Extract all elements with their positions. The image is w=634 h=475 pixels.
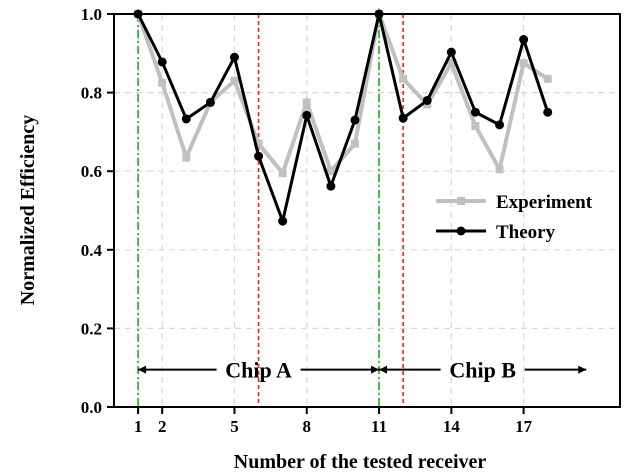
y-tick-label: 0.0 (81, 398, 102, 417)
experiment-point (447, 59, 456, 68)
experiment-point (182, 153, 191, 162)
annotation-label: Chip A (225, 358, 292, 383)
theory-point (181, 114, 191, 124)
experiment-point (230, 76, 239, 85)
experiment-point (543, 74, 552, 83)
legend-marker-square (457, 197, 465, 205)
x-tick-label: 14 (443, 417, 461, 436)
experiment-point (399, 74, 408, 83)
theory-point (205, 97, 215, 107)
theory-point (278, 216, 288, 226)
x-tick-label: 2 (158, 417, 167, 436)
experiment-point (326, 167, 335, 176)
y-tick-label: 0.2 (81, 319, 102, 338)
experiment-point (495, 165, 504, 174)
legend-label: Experiment (496, 192, 593, 213)
experiment-point (471, 122, 480, 131)
x-tick-label: 1 (134, 417, 143, 436)
legend-marker-circle (456, 226, 466, 236)
theory-point (350, 115, 360, 125)
chip-annotations: Chip A Chip B (138, 358, 587, 383)
x-tick-label: 8 (303, 417, 312, 436)
experiment-point (278, 169, 287, 178)
theory-point (519, 35, 529, 45)
experiment-point (254, 139, 263, 148)
legend-label: Theory (496, 222, 556, 243)
plot-frame (113, 13, 621, 408)
y-tick-label: 0.8 (81, 84, 102, 103)
series-line-theory (136, 13, 550, 227)
theory-point (543, 107, 553, 117)
theory-point (470, 107, 480, 117)
theory-point (157, 57, 167, 67)
theory-point (254, 151, 264, 161)
grid-lines (114, 14, 620, 407)
theory-point (495, 120, 505, 130)
theory-point (398, 113, 408, 123)
x-tick-label: 17 (515, 417, 533, 436)
theory-point (326, 181, 336, 191)
annotation-label: Chip B (449, 358, 516, 383)
y-tick-label: 0.4 (81, 241, 103, 260)
legend: Experiment Theory (436, 192, 593, 243)
y-tick-label: 1.0 (81, 5, 102, 24)
x-tick-label: 5 (230, 417, 239, 436)
experiment-point (158, 78, 167, 87)
axis-ticks: 1 2 5 8 11 14 17 0.0 0.2 0.4 0.6 0.8 1.0 (81, 5, 533, 436)
theory-point (302, 110, 312, 120)
experiment-point (519, 59, 528, 68)
x-tick-label: 11 (371, 417, 387, 436)
theory-point (446, 47, 456, 57)
experiment-point (302, 98, 311, 107)
chip-divider-lines (137, 14, 404, 407)
theory-point (229, 52, 239, 62)
experiment-point (350, 139, 359, 148)
data-series (133, 6, 553, 227)
x-axis-label: Number of the tested receiver (234, 451, 487, 473)
theory-point (422, 95, 432, 105)
y-tick-label: 0.6 (81, 162, 102, 181)
y-axis-label: Normalized Efficiency (17, 115, 39, 306)
